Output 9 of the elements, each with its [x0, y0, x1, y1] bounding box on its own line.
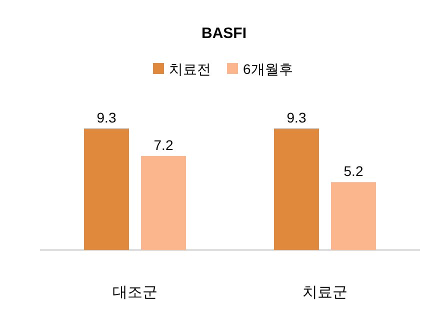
- data-label: 9.3: [96, 110, 116, 126]
- legend-label: 치료전: [169, 61, 211, 77]
- data-label: 5.2: [344, 163, 364, 180]
- chart-title: BASFI: [202, 25, 246, 42]
- legend-label: 6개월후: [243, 61, 293, 77]
- x-tick-label: 치료군: [302, 284, 348, 301]
- x-tick-label: 대조군: [112, 284, 158, 301]
- data-label: 7.2: [154, 136, 174, 153]
- data-label: 9.3: [286, 110, 306, 126]
